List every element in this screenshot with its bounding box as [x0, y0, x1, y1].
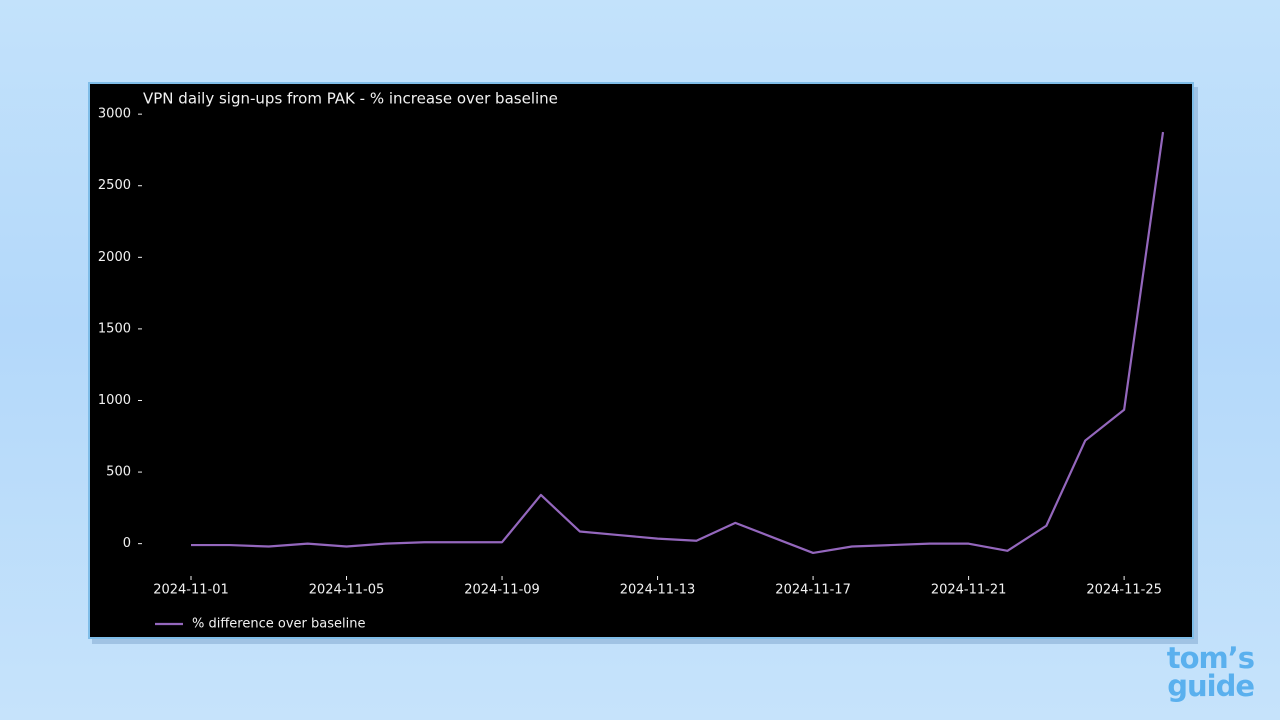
y-tick-label: 1000	[98, 393, 131, 408]
legend-label: % difference over baseline	[192, 617, 365, 632]
logo-line: guide	[1167, 669, 1255, 703]
logo: tom’s guide	[1166, 641, 1255, 703]
data-line	[191, 131, 1165, 555]
y-tick-label: 2000	[98, 250, 131, 265]
y-tick-label: 3000	[98, 107, 131, 122]
y-tick-label: 2500	[98, 178, 131, 193]
x-tick-label: 2024-11-17	[775, 583, 851, 598]
logo-line: tom’s	[1166, 641, 1255, 675]
chart-title: VPN daily sign-ups from PAK - % increase…	[143, 90, 558, 108]
y-tick-label: 0	[123, 536, 131, 551]
y-tick-label: 1500	[98, 321, 131, 336]
x-tick-label: 2024-11-09	[464, 583, 540, 598]
x-tick-label: 2024-11-13	[620, 583, 696, 598]
x-tick-label: 2024-11-01	[153, 583, 229, 598]
x-tick-label: 2024-11-21	[931, 583, 1007, 598]
x-tick-label: 2024-11-25	[1086, 583, 1162, 598]
x-tick-label: 2024-11-05	[309, 583, 385, 598]
y-tick-label: 500	[106, 465, 131, 480]
